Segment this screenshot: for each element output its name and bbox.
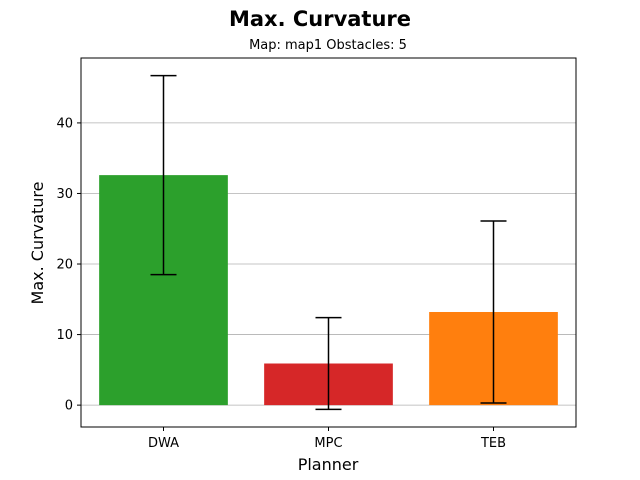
x-axis-ticks: DWA MPC TEB (148, 427, 506, 451)
y-axis-label: Max. Curvature (28, 182, 47, 305)
y-axis-ticks: 0 10 20 30 40 (56, 116, 81, 414)
y-tick-label: 10 (56, 328, 73, 343)
y-tick-label: 40 (56, 116, 73, 131)
x-tick-label: TEB (480, 436, 506, 451)
y-tick-label: 20 (56, 258, 73, 273)
chart-subtitle: Map: map1 Obstacles: 5 (249, 38, 407, 53)
x-axis-label: Planner (298, 455, 359, 474)
y-tick-label: 0 (65, 399, 73, 414)
x-tick-label: MPC (314, 436, 342, 451)
chart-title: Max. Curvature (229, 7, 411, 31)
y-tick-label: 30 (56, 187, 73, 202)
error-bars (150, 74, 507, 411)
x-tick-label: DWA (148, 436, 179, 451)
